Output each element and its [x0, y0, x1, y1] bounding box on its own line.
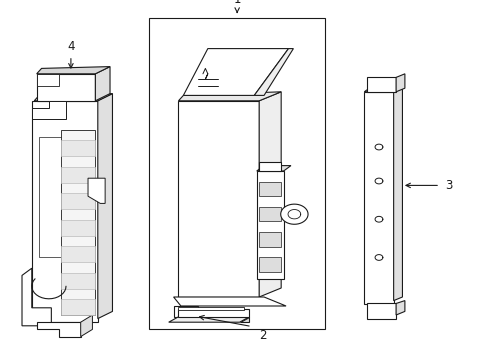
Polygon shape — [259, 162, 281, 171]
Polygon shape — [364, 88, 402, 92]
Polygon shape — [173, 297, 285, 306]
Text: 2: 2 — [259, 329, 266, 342]
Polygon shape — [259, 92, 281, 297]
Polygon shape — [178, 92, 281, 101]
Polygon shape — [61, 246, 95, 262]
Bar — [149, 18, 325, 329]
Polygon shape — [178, 309, 249, 317]
Polygon shape — [395, 301, 404, 315]
Polygon shape — [61, 193, 95, 209]
Polygon shape — [395, 74, 404, 92]
Text: 1: 1 — [233, 0, 241, 6]
Polygon shape — [256, 166, 290, 171]
Polygon shape — [183, 49, 288, 95]
Polygon shape — [37, 322, 81, 337]
Polygon shape — [173, 306, 198, 317]
Polygon shape — [239, 317, 249, 322]
Polygon shape — [259, 257, 281, 272]
Polygon shape — [39, 137, 71, 257]
Polygon shape — [259, 207, 281, 221]
Polygon shape — [81, 315, 92, 337]
Polygon shape — [88, 178, 105, 203]
Polygon shape — [364, 92, 393, 304]
Polygon shape — [256, 171, 283, 279]
Polygon shape — [393, 88, 402, 301]
Polygon shape — [61, 220, 95, 235]
Polygon shape — [178, 101, 259, 297]
Polygon shape — [34, 94, 112, 101]
Polygon shape — [37, 67, 110, 74]
Polygon shape — [32, 101, 98, 322]
Polygon shape — [98, 94, 112, 319]
Polygon shape — [366, 77, 395, 92]
Polygon shape — [259, 182, 281, 196]
Polygon shape — [32, 101, 66, 119]
Polygon shape — [61, 167, 95, 183]
Polygon shape — [254, 49, 293, 95]
Polygon shape — [366, 303, 395, 319]
Polygon shape — [22, 268, 51, 326]
Polygon shape — [280, 204, 307, 224]
Polygon shape — [61, 130, 95, 315]
Polygon shape — [168, 317, 249, 322]
Polygon shape — [61, 299, 95, 315]
Polygon shape — [61, 273, 95, 288]
Polygon shape — [259, 232, 281, 247]
Polygon shape — [37, 74, 59, 86]
Polygon shape — [37, 74, 95, 101]
Polygon shape — [95, 67, 110, 101]
Text: 4: 4 — [67, 40, 75, 53]
Polygon shape — [61, 140, 95, 156]
Text: 3: 3 — [444, 179, 451, 192]
Polygon shape — [178, 307, 244, 310]
